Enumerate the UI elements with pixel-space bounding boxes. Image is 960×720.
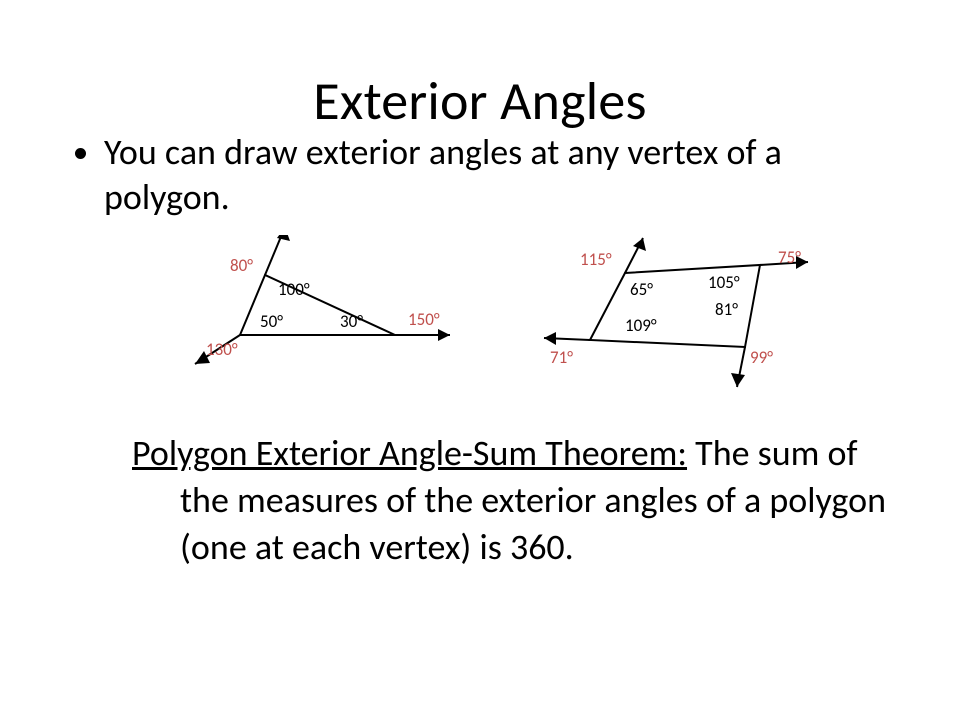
tri-ext-right: 150°	[408, 309, 440, 330]
tri-ext-top: 80°	[230, 255, 253, 276]
quad-int-tl: 65°	[630, 279, 653, 300]
quad-int-br: 81°	[715, 299, 738, 320]
bullet-block: You can draw exterior angles at any vert…	[70, 130, 890, 220]
arrow-tl	[633, 238, 646, 251]
quad-ext-bl: 71°	[550, 347, 573, 368]
tri-int-top: 100°	[278, 279, 310, 300]
quad-ext-tl: 115°	[580, 249, 612, 270]
quad-ext-tr: 75°	[778, 247, 801, 268]
theorem-label: Polygon Exterior Angle-Sum Theorem:	[132, 431, 687, 475]
bullet-item: You can draw exterior angles at any vert…	[104, 130, 890, 220]
arrow-br	[731, 373, 745, 387]
arrow-r	[438, 329, 450, 341]
page-title: Exterior Angles	[0, 68, 960, 134]
triangle-figure: 100° 50° 30° 80° 130° 150°	[170, 235, 480, 385]
arrow-blq	[544, 332, 556, 345]
quad-figure: 65° 105° 109° 81° 115° 75° 71° 99°	[530, 235, 840, 395]
slide: Exterior Angles You can draw exterior an…	[0, 0, 960, 720]
quad-int-bl: 109°	[625, 315, 657, 336]
ext-ray-top	[265, 235, 285, 275]
tri-int-left: 50°	[260, 311, 283, 332]
quad-int-tr: 105°	[708, 272, 740, 293]
quad-ext-br: 99°	[750, 347, 773, 368]
figures-row: 100° 50° 30° 80° 130° 150°	[0, 235, 960, 405]
theorem-block: Polygon Exterior Angle-Sum Theorem: The …	[70, 430, 890, 570]
tri-int-right: 30°	[340, 311, 363, 332]
tri-ext-bottom: 130°	[206, 339, 238, 360]
